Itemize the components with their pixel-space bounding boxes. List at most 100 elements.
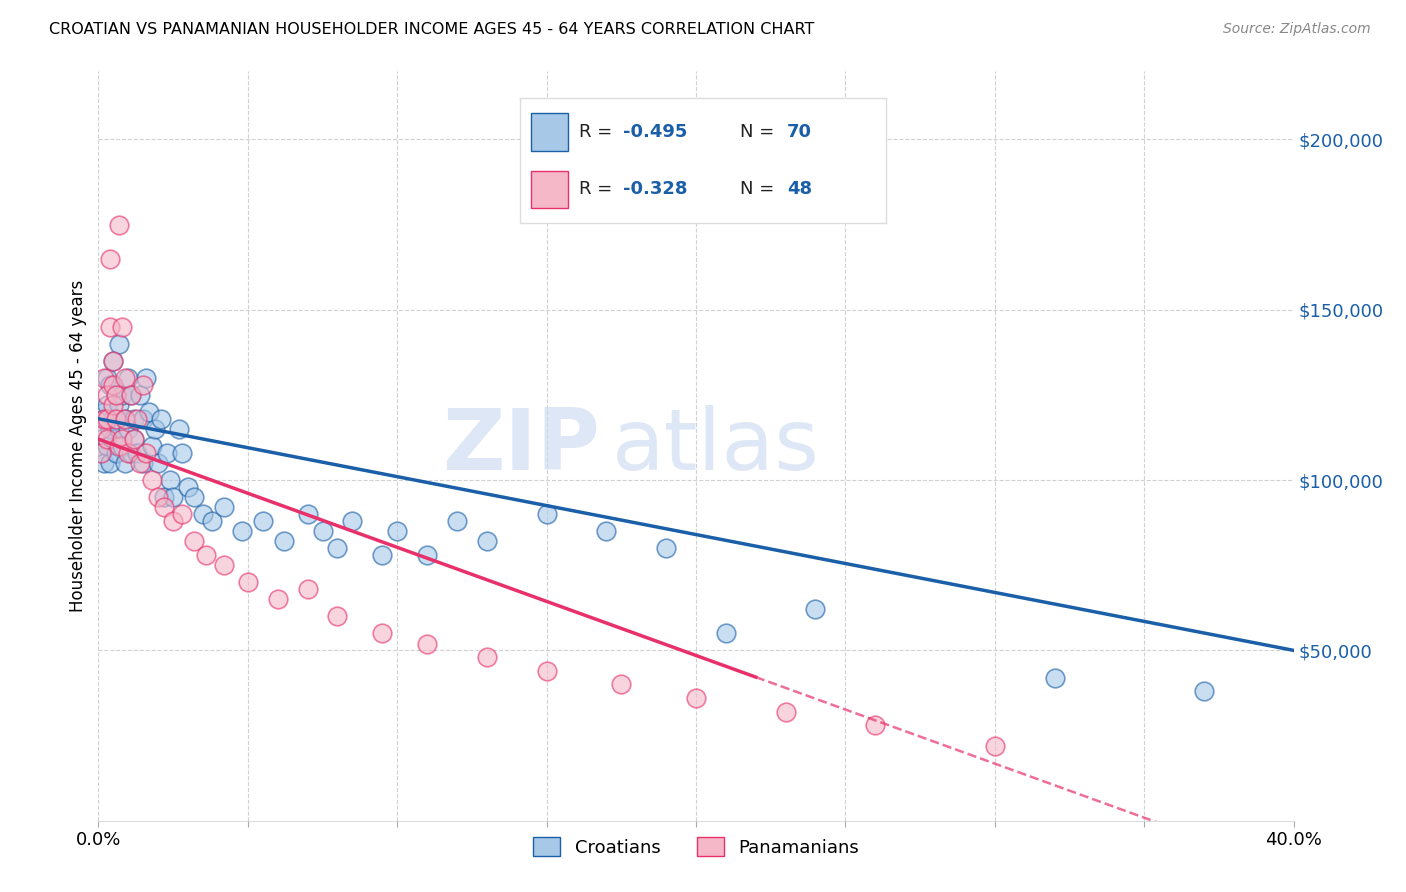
Legend: Croatians, Panamanians: Croatians, Panamanians [526, 830, 866, 864]
Point [96, 411, 118, 425]
Point [655, 541, 678, 556]
Point [93, 411, 115, 425]
Point [111, 388, 134, 402]
Point [98, 456, 122, 470]
Point [124, 411, 146, 425]
Point [416, 548, 439, 562]
Point [114, 411, 136, 425]
Point [183, 490, 205, 504]
Text: R =: R = [579, 123, 617, 141]
Point [105, 388, 128, 402]
Point [167, 422, 190, 436]
Point [172, 446, 194, 460]
Point [1192, 684, 1215, 698]
Point [135, 371, 157, 385]
Point [108, 439, 131, 453]
Point [103, 354, 125, 368]
FancyBboxPatch shape [531, 170, 568, 208]
Point [141, 439, 163, 453]
Point [114, 411, 136, 425]
Point [117, 371, 139, 385]
Y-axis label: Householder Income Ages 45 - 64 years: Householder Income Ages 45 - 64 years [69, 280, 87, 612]
Point [124, 432, 146, 446]
Point [127, 446, 149, 460]
Point [114, 371, 136, 385]
Point [105, 411, 128, 425]
Point [105, 411, 128, 425]
Point [111, 439, 134, 453]
Point [96, 371, 118, 385]
Point [93, 411, 115, 425]
Point [536, 507, 558, 521]
Point [153, 500, 176, 515]
Point [98, 422, 122, 436]
Point [105, 446, 128, 460]
Point [536, 664, 558, 678]
Point [416, 636, 439, 650]
Point [105, 388, 128, 402]
FancyBboxPatch shape [531, 113, 568, 151]
Point [610, 677, 633, 691]
Point [132, 411, 155, 425]
Point [108, 422, 131, 436]
Text: N =: N = [740, 123, 779, 141]
Point [120, 446, 142, 460]
Point [150, 411, 173, 425]
Text: -0.328: -0.328 [623, 180, 688, 198]
Point [252, 514, 274, 528]
Point [135, 446, 157, 460]
Point [865, 718, 887, 732]
Point [103, 354, 125, 368]
Point [212, 558, 235, 573]
Point [148, 490, 170, 504]
Point [103, 432, 125, 446]
Point [111, 319, 134, 334]
Point [129, 388, 152, 402]
Point [231, 524, 253, 538]
Text: R =: R = [579, 180, 617, 198]
Point [595, 524, 617, 538]
Point [93, 371, 115, 385]
Point [273, 534, 295, 549]
Point [297, 582, 319, 596]
Point [1043, 671, 1066, 685]
Point [108, 218, 131, 232]
Point [714, 626, 737, 640]
Point [371, 548, 394, 562]
Point [103, 398, 125, 412]
Point [93, 456, 115, 470]
Point [96, 432, 118, 446]
Point [804, 602, 827, 616]
Point [775, 705, 797, 719]
Point [132, 456, 155, 470]
Point [342, 514, 364, 528]
Point [93, 405, 115, 419]
Point [475, 650, 498, 665]
Point [148, 456, 170, 470]
Point [108, 336, 131, 351]
Point [475, 534, 498, 549]
Text: Source: ZipAtlas.com: Source: ZipAtlas.com [1223, 22, 1371, 37]
Point [90, 446, 112, 460]
Point [201, 514, 224, 528]
Point [236, 575, 259, 590]
Point [90, 432, 112, 446]
Point [96, 398, 118, 412]
Text: 70: 70 [787, 123, 813, 141]
Point [159, 473, 181, 487]
Point [984, 739, 1007, 753]
Text: CROATIAN VS PANAMANIAN HOUSEHOLDER INCOME AGES 45 - 64 YEARS CORRELATION CHART: CROATIAN VS PANAMANIAN HOUSEHOLDER INCOM… [49, 22, 814, 37]
Text: -0.495: -0.495 [623, 123, 688, 141]
Point [156, 446, 179, 460]
Point [153, 490, 176, 504]
Point [195, 548, 218, 562]
Point [172, 507, 194, 521]
Point [183, 534, 205, 549]
Point [98, 319, 122, 334]
Point [191, 507, 214, 521]
Point [120, 388, 142, 402]
Point [685, 691, 707, 706]
Point [117, 446, 139, 460]
Text: N =: N = [740, 180, 779, 198]
Point [124, 432, 146, 446]
